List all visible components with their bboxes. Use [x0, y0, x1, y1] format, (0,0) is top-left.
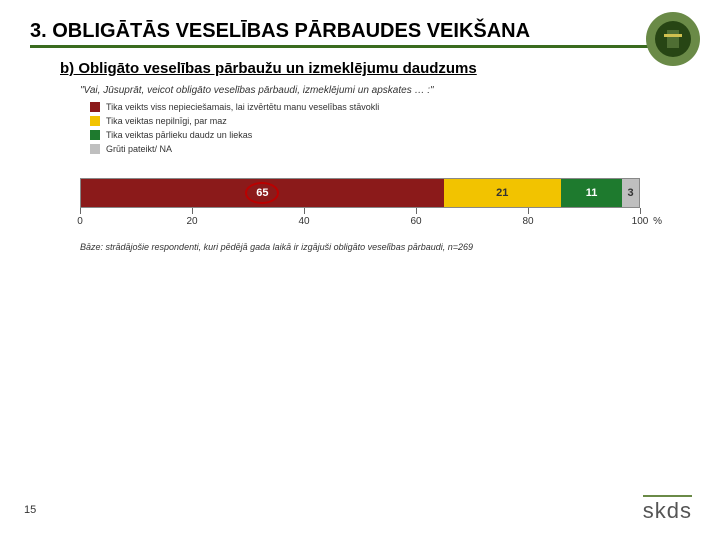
bar-segment: 11 — [561, 179, 622, 207]
bar-segment: 65 — [81, 179, 444, 207]
axis-tick: 100 — [630, 208, 650, 227]
legend-swatch — [90, 130, 100, 140]
legend-label: Tika veiktas pārlieku daudz un liekas — [106, 130, 252, 140]
axis-tick: 20 — [182, 208, 202, 227]
organization-logo — [644, 10, 702, 73]
page-number: 15 — [24, 504, 36, 516]
bar-segment: 21 — [444, 179, 561, 207]
legend-swatch — [90, 116, 100, 126]
legend-item: Tika veiktas nepilnīgi, par maz — [90, 116, 690, 126]
chart-legend: Tika veikts viss nepieciešamais, lai izv… — [90, 102, 690, 154]
x-axis: % 020406080100 — [80, 208, 640, 236]
axis-tick: 0 — [70, 208, 90, 227]
legend-swatch — [90, 102, 100, 112]
brand-label: skds — [643, 495, 692, 524]
legend-swatch — [90, 144, 100, 154]
page-title: 3. OBLIGĀTĀS VESELĪBAS PĀRBAUDES VEIKŠAN… — [30, 20, 530, 43]
chart-footnote: Bāze: strādājošie respondenti, kuri pēdē… — [80, 242, 690, 252]
legend-item: Grūti pateikt/ NA — [90, 144, 690, 154]
survey-question: "Vai, Jūsuprāt, veicot obligāto veselība… — [80, 85, 690, 96]
bar-segment: 3 — [622, 179, 639, 207]
legend-label: Grūti pateikt/ NA — [106, 144, 172, 154]
legend-label: Tika veikts viss nepieciešamais, lai izv… — [106, 102, 379, 112]
legend-item: Tika veiktas pārlieku daudz un liekas — [90, 130, 690, 140]
legend-label: Tika veiktas nepilnīgi, par maz — [106, 116, 227, 126]
stacked-bar-chart: 6521113 — [80, 178, 640, 208]
legend-item: Tika veikts viss nepieciešamais, lai izv… — [90, 102, 690, 112]
axis-tick: 40 — [294, 208, 314, 227]
axis-tick: 80 — [518, 208, 538, 227]
axis-tick: 60 — [406, 208, 426, 227]
axis-unit-label: % — [653, 216, 662, 227]
section-subtitle: b) Obligāto veselības pārbaužu un izmekl… — [60, 60, 560, 79]
